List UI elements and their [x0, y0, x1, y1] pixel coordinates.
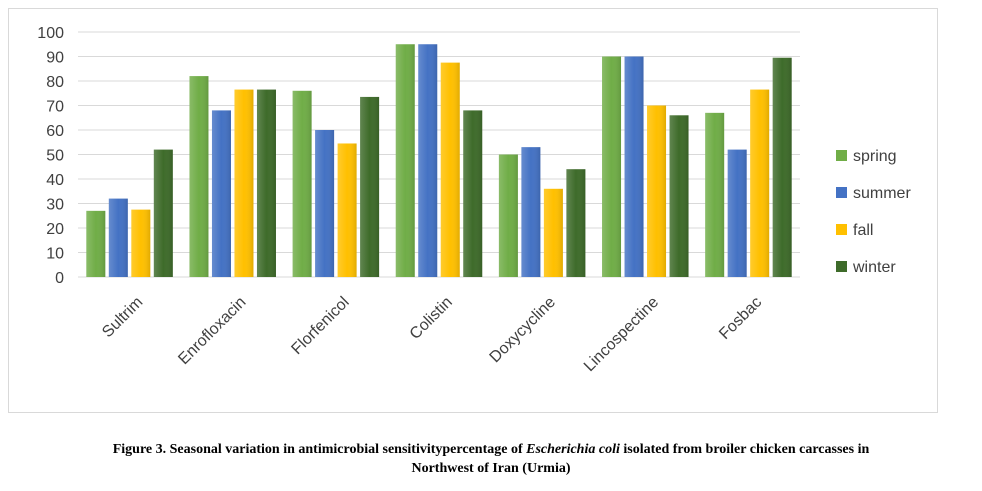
bar-shade-summer-colistin [418, 44, 438, 277]
y-tick-label: 80 [46, 74, 64, 91]
bar-shade-fall-colistin [440, 62, 460, 277]
bar-shade-fall-enrofloxacin [234, 89, 254, 277]
x-tick-label-florfenicol: Florfenicol [288, 294, 352, 358]
bar-shade-summer-florfenicol [315, 130, 335, 277]
caption-species: Escherichia coli [526, 442, 620, 457]
bar-shade-summer-enrofloxacin [211, 110, 231, 278]
legend-swatch-winter [836, 261, 847, 272]
bar-shade-spring-lincospectine [602, 56, 622, 277]
bar-shade-spring-fosbac [705, 112, 725, 277]
legend-swatch-summer [836, 187, 847, 198]
y-tick-label: 70 [46, 99, 64, 116]
bar-shade-winter-fosbac [772, 57, 792, 277]
bar-shade-fall-doxycycline [543, 188, 563, 277]
bar-shade-spring-enrofloxacin [189, 76, 209, 277]
bar-shade-winter-colistin [463, 110, 483, 278]
x-tick-label-lincospectine: Lincospectine [581, 294, 662, 375]
y-tick-label: 10 [46, 246, 64, 263]
x-tick-label-colistin: Colistin [407, 294, 456, 343]
y-tick-label: 30 [46, 197, 64, 214]
bar-shade-summer-lincospectine [624, 56, 644, 277]
y-tick-label: 90 [46, 50, 64, 67]
grid-lines [78, 31, 800, 278]
bar-shade-winter-florfenicol [360, 96, 380, 277]
legend: spring summer fall winter [836, 148, 911, 276]
bar-shade-spring-colistin [395, 44, 415, 277]
bar-shade-summer-sultrim [108, 198, 128, 277]
bar-shade-fall-sultrim [131, 209, 151, 277]
caption-line-2: Northwest of Iran (Urmia) [411, 461, 571, 476]
caption-text-2: isolated from broiler chicken carcasses … [619, 442, 870, 457]
legend-label-fall: fall [853, 222, 873, 239]
bar-chart: 0 10 20 30 40 50 60 70 80 90 100 Sultrim Enrofloxac… [37, 25, 911, 375]
x-tick-label-doxycycline: Doxycycline [487, 294, 559, 366]
bar-shade-winter-sultrim [153, 149, 173, 277]
caption-text-1: Figure 3. Seasonal variation in antimicr… [112, 442, 527, 457]
bar-shade-summer-doxycycline [521, 147, 541, 277]
y-tick-label: 60 [46, 123, 64, 140]
bar-shade-summer-fosbac [727, 149, 747, 277]
bar-shade-winter-lincospectine [669, 115, 689, 277]
x-tick-label-enrofloxacin: Enrofloxacin [175, 294, 249, 368]
bar-shade-winter-enrofloxacin [256, 89, 276, 277]
y-tick-label: 100 [37, 25, 64, 42]
legend-swatch-fall [836, 224, 847, 235]
y-tick-label: 20 [46, 221, 64, 238]
x-tick-label-fosbac: Fosbac [716, 294, 765, 343]
legend-label-summer: summer [853, 185, 911, 202]
y-tick-label: 50 [46, 148, 64, 165]
bar-shade-fall-fosbac [750, 89, 770, 277]
legend-label-spring: spring [853, 148, 897, 165]
bar-shade-spring-sultrim [86, 210, 106, 277]
bar-shade-fall-florfenicol [337, 143, 357, 277]
y-tick-label: 40 [46, 172, 64, 189]
y-tick-label: 0 [55, 270, 64, 287]
bars [86, 44, 792, 278]
legend-label-winter: winter [852, 259, 896, 276]
bar-shade-spring-doxycycline [498, 154, 518, 277]
x-tick-label-sultrim: Sultrim [99, 294, 146, 341]
legend-swatch-spring [836, 150, 847, 161]
x-axis-ticks: Sultrim Enrofloxacin Florfenicol Colistin Do… [99, 294, 765, 375]
figure-caption: Figure 3. Seasonal variation in antimicr… [0, 440, 982, 478]
caption-line-1: Figure 3. Seasonal variation in antimicr… [0, 440, 982, 459]
bar-shade-winter-doxycycline [566, 169, 586, 277]
bar-shade-fall-lincospectine [647, 105, 667, 277]
y-axis-ticks: 0 10 20 30 40 50 60 70 80 90 100 [37, 25, 64, 287]
bar-shade-spring-florfenicol [292, 90, 312, 277]
